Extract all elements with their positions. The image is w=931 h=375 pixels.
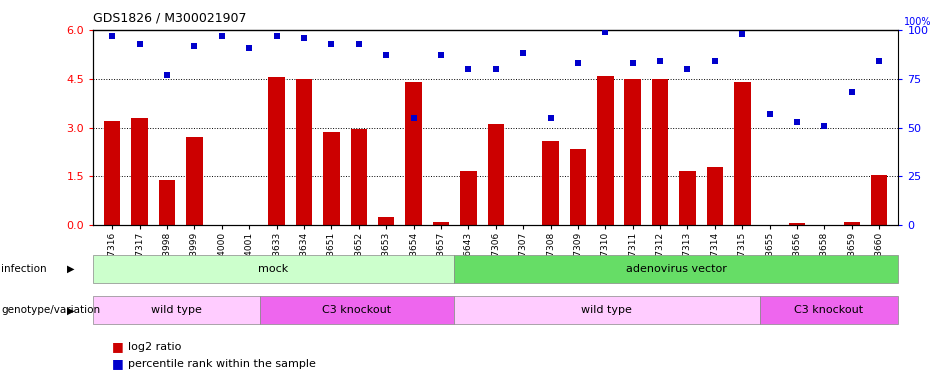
- Point: [242, 45, 257, 51]
- Bar: [296, 79, 312, 225]
- Bar: [597, 75, 614, 225]
- Text: ▶: ▶: [67, 264, 74, 274]
- Point: [708, 58, 722, 64]
- Point: [653, 58, 668, 64]
- Point: [324, 40, 339, 46]
- Text: ■: ■: [112, 340, 124, 353]
- Bar: [378, 217, 395, 225]
- Point: [488, 66, 503, 72]
- Bar: [871, 175, 887, 225]
- Bar: [488, 124, 504, 225]
- Bar: [159, 180, 175, 225]
- Bar: [707, 166, 723, 225]
- Bar: [454, 296, 760, 324]
- Point: [680, 66, 695, 72]
- Bar: [93, 296, 260, 324]
- Bar: [405, 82, 422, 225]
- Bar: [433, 222, 449, 225]
- Point: [762, 111, 777, 117]
- Bar: [625, 79, 641, 225]
- Text: ▶: ▶: [67, 305, 74, 315]
- Bar: [543, 141, 559, 225]
- Bar: [260, 296, 454, 324]
- Text: wild type: wild type: [151, 305, 202, 315]
- Point: [159, 72, 174, 78]
- Point: [626, 60, 641, 66]
- Bar: [680, 171, 695, 225]
- Point: [871, 58, 886, 64]
- Bar: [93, 255, 454, 283]
- Bar: [460, 171, 477, 225]
- Bar: [351, 129, 367, 225]
- Text: C3 knockout: C3 knockout: [794, 305, 864, 315]
- Point: [516, 50, 531, 56]
- Point: [789, 118, 804, 124]
- Point: [434, 53, 449, 58]
- Text: GDS1826 / M300021907: GDS1826 / M300021907: [93, 11, 247, 24]
- Point: [735, 31, 749, 37]
- Bar: [323, 132, 340, 225]
- Text: ■: ■: [112, 357, 124, 370]
- Point: [817, 123, 832, 129]
- Point: [543, 115, 558, 121]
- Text: percentile rank within the sample: percentile rank within the sample: [128, 359, 317, 369]
- Text: infection: infection: [1, 264, 47, 274]
- Bar: [186, 137, 203, 225]
- Point: [269, 33, 284, 39]
- Text: mock: mock: [259, 264, 289, 274]
- Point: [105, 33, 120, 39]
- Text: genotype/variation: genotype/variation: [1, 305, 100, 315]
- Bar: [268, 77, 285, 225]
- Text: C3 knockout: C3 knockout: [322, 305, 391, 315]
- Point: [351, 40, 366, 46]
- Bar: [734, 82, 750, 225]
- Point: [598, 29, 613, 35]
- Point: [187, 43, 202, 49]
- Point: [571, 60, 586, 66]
- Bar: [652, 79, 668, 225]
- Text: 100%: 100%: [904, 17, 931, 27]
- Bar: [104, 121, 120, 225]
- Point: [461, 66, 476, 72]
- Text: adenovirus vector: adenovirus vector: [626, 264, 727, 274]
- Point: [406, 115, 421, 121]
- Text: log2 ratio: log2 ratio: [128, 342, 182, 352]
- Bar: [789, 224, 805, 225]
- Bar: [131, 118, 148, 225]
- Point: [297, 35, 312, 41]
- Bar: [570, 148, 587, 225]
- Bar: [454, 255, 898, 283]
- Point: [132, 40, 147, 46]
- Point: [844, 89, 859, 95]
- Text: wild type: wild type: [581, 305, 632, 315]
- Point: [379, 53, 394, 58]
- Bar: [760, 296, 898, 324]
- Point: [214, 33, 229, 39]
- Bar: [843, 222, 860, 225]
